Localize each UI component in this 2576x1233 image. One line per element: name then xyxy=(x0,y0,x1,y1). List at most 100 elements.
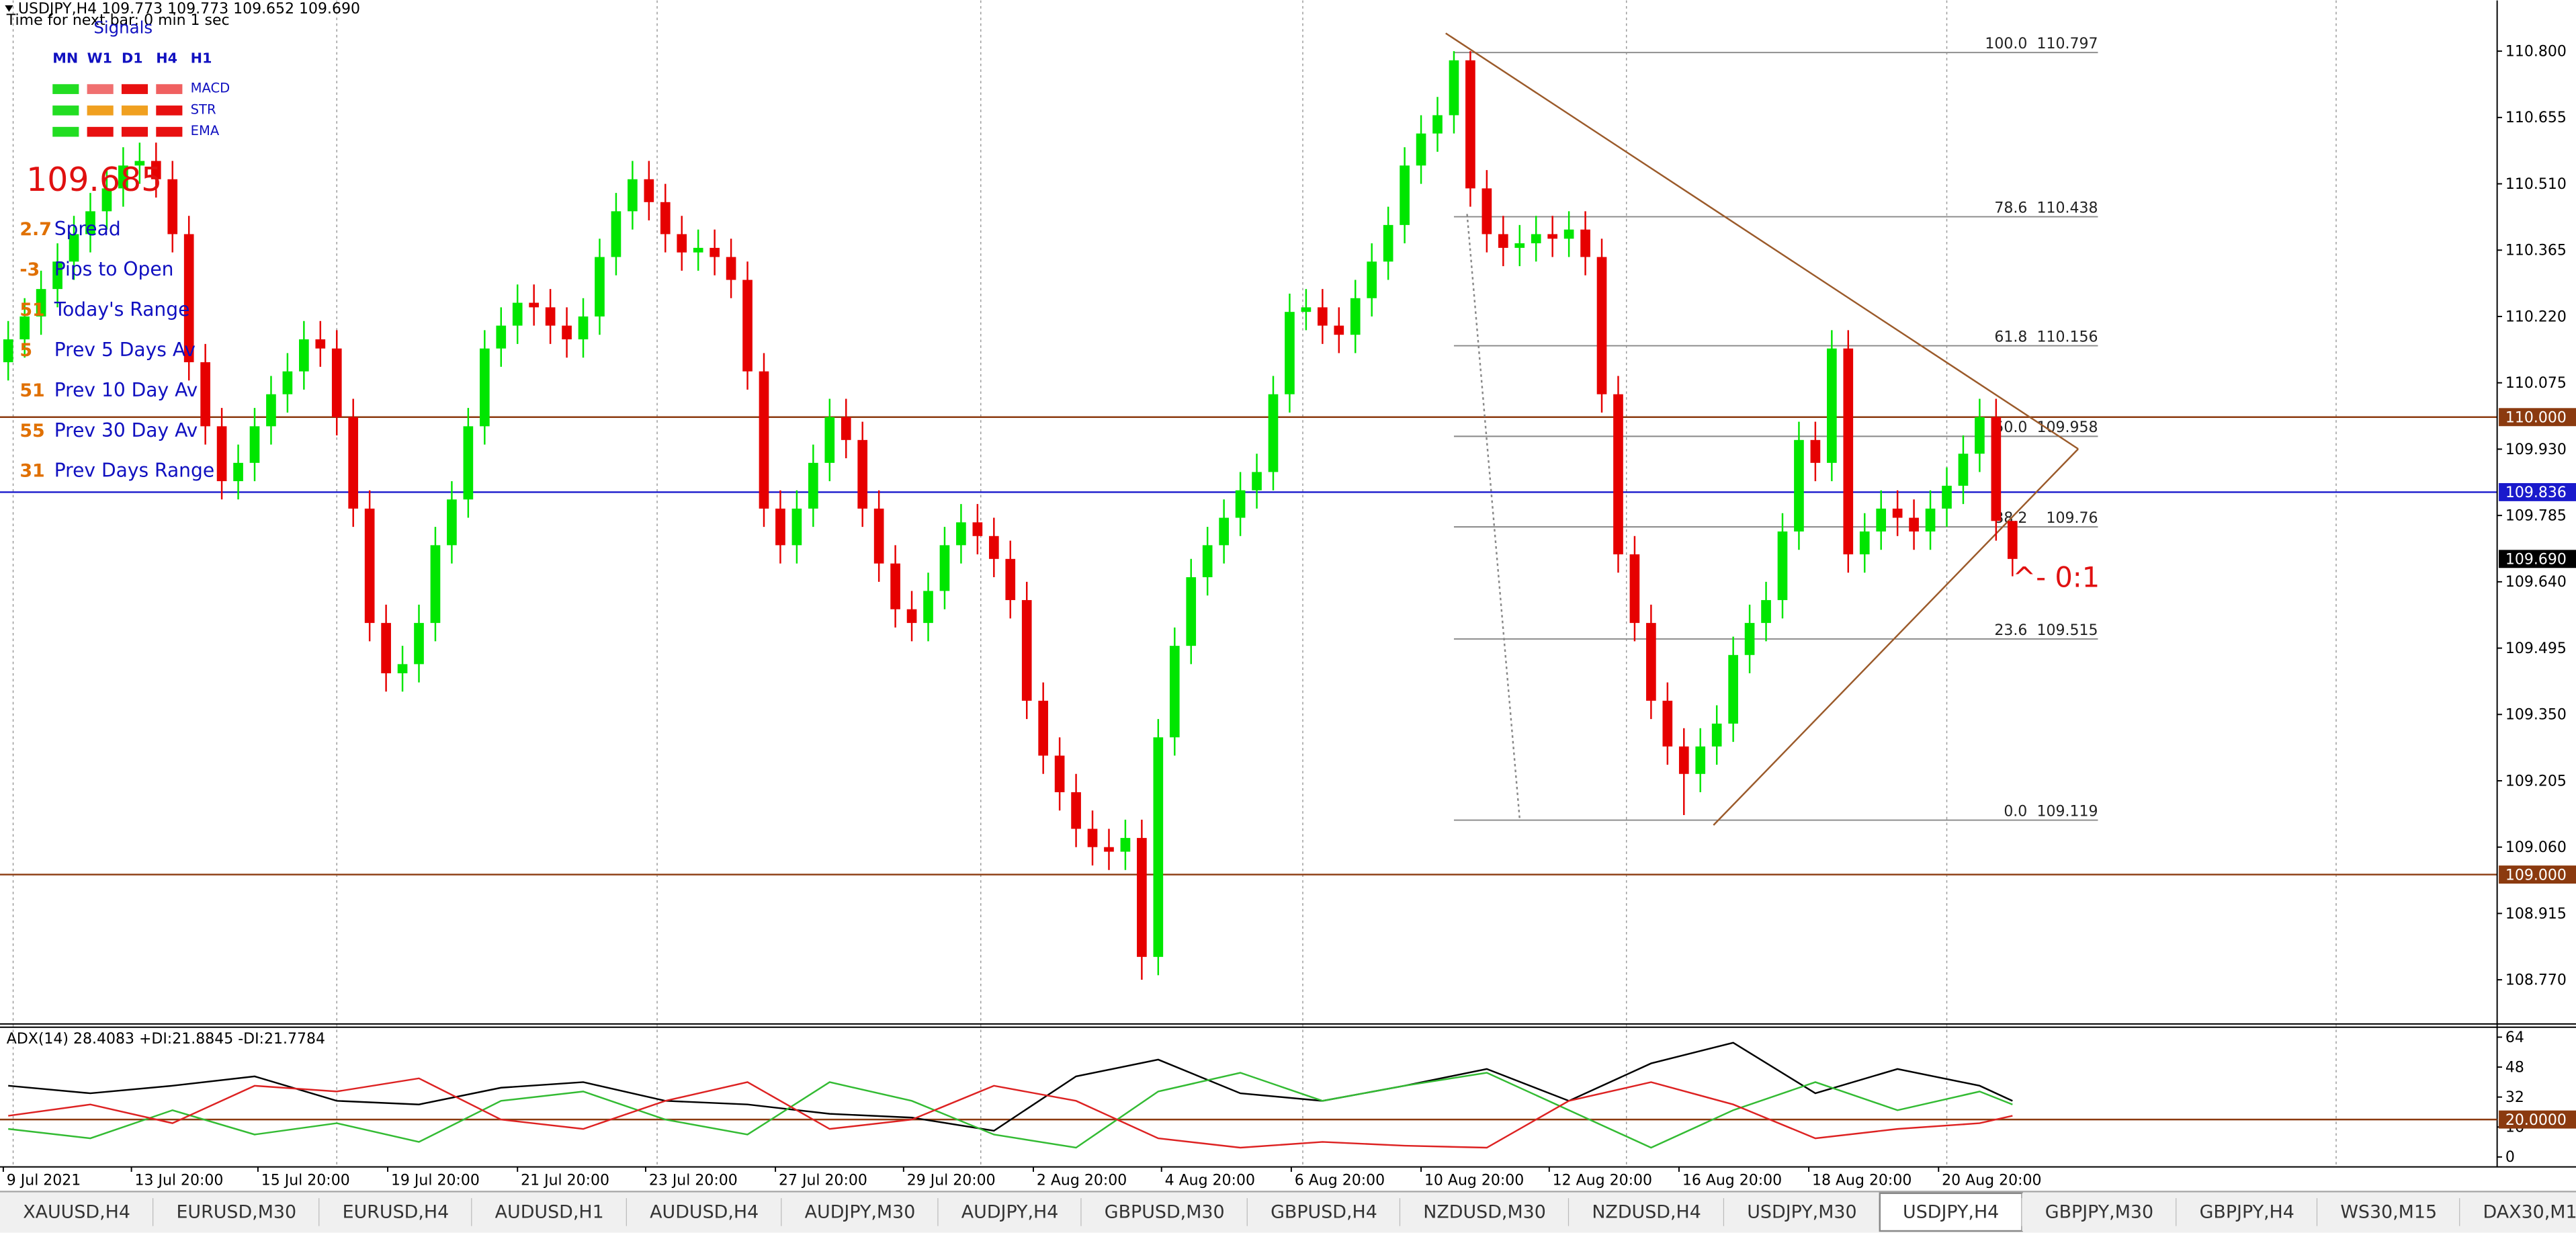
tab-bg[interactable] xyxy=(938,1193,1082,1231)
tab-label[interactable]: AUDUSD,H1 xyxy=(495,1201,604,1222)
tab-bg[interactable] xyxy=(472,1193,627,1231)
tab-label[interactable]: GBPUSD,H4 xyxy=(1271,1201,1377,1222)
candle-body xyxy=(1087,828,1098,847)
tab[interactable]: AUDUSD,H1 xyxy=(472,1193,628,1231)
tab[interactable]: WS30,M15 xyxy=(2317,1193,2461,1231)
bar-timer: Time for next bar: 0 min 1 sec xyxy=(6,12,230,29)
candle-body xyxy=(742,280,753,372)
tab-bg[interactable] xyxy=(2317,1193,2460,1231)
tab-bg[interactable] xyxy=(1569,1193,1725,1231)
signal-block xyxy=(87,105,114,116)
y-tick-label: 109.205 xyxy=(2505,773,2567,790)
candle-body xyxy=(1071,792,1081,829)
candle-body xyxy=(1169,646,1180,738)
y-tick-label: 109.930 xyxy=(2505,441,2567,458)
level-tag-label: 109.690 xyxy=(2505,552,2567,568)
tab[interactable]: GBPJPY,H4 xyxy=(2176,1193,2319,1231)
tab[interactable]: NZDUSD,H4 xyxy=(1569,1193,1725,1231)
tab-bg[interactable] xyxy=(0,1193,154,1231)
fib-price: 110.156 xyxy=(2036,329,2098,345)
tab-label[interactable]: NZDUSD,M30 xyxy=(1423,1201,1546,1222)
tab-bg[interactable] xyxy=(2460,1193,2576,1231)
tab-bg[interactable] xyxy=(1247,1193,1401,1231)
y-tick-label: 109.785 xyxy=(2505,507,2567,524)
candle-body xyxy=(906,609,917,624)
candle-body xyxy=(988,536,999,559)
candle-body xyxy=(1005,558,1016,601)
tab-label[interactable]: DAX30,M15 xyxy=(2483,1201,2576,1222)
tab-bg[interactable] xyxy=(2176,1193,2318,1231)
candle-body xyxy=(331,348,342,417)
y-tick-label: 110.365 xyxy=(2505,243,2567,259)
adx-panel: ADX(14) 28.4083 +DI:21.8845 -DI:21.7784 xyxy=(0,1031,2497,1149)
tab-bg[interactable] xyxy=(1400,1193,1570,1231)
y-tick-label: 109.060 xyxy=(2505,839,2567,856)
tab[interactable]: AUDUSD,H4 xyxy=(626,1193,783,1231)
x-tick-label: 6 Aug 20:00 xyxy=(1295,1173,1385,1189)
tab[interactable]: AUDJPY,M30 xyxy=(781,1193,939,1231)
tab[interactable]: GBPJPY,M30 xyxy=(2022,1193,2178,1231)
tab-label[interactable]: AUDJPY,H4 xyxy=(961,1201,1059,1222)
info-label: Prev 30 Day Av xyxy=(54,419,198,441)
tab[interactable]: NZDUSD,M30 xyxy=(1400,1193,1570,1231)
axes: 110.800 110.655 110.510 110.365 110.220 110.0… xyxy=(2,43,2576,1189)
candle-body xyxy=(1350,298,1361,335)
tab[interactable]: EURUSD,M30 xyxy=(153,1193,320,1231)
tab[interactable]: USDJPY,H4 xyxy=(1879,1192,2023,1232)
candle-body xyxy=(364,508,375,624)
tab-label[interactable]: EURUSD,H4 xyxy=(343,1201,449,1222)
candle-body xyxy=(1580,229,1590,257)
tab-label[interactable]: XAUUSD,H4 xyxy=(23,1201,130,1222)
fib-price: 110.438 xyxy=(2036,200,2098,216)
level-tag-label: 109.836 xyxy=(2505,484,2567,501)
tab-bg[interactable] xyxy=(153,1193,320,1231)
candle-body xyxy=(1777,531,1788,601)
tab-label[interactable]: AUDJPY,M30 xyxy=(805,1201,916,1222)
candle-body xyxy=(1432,115,1443,134)
tab[interactable]: XAUUSD,H4 xyxy=(0,1193,155,1231)
candle-body xyxy=(1728,654,1738,724)
info-value: -3 xyxy=(19,259,40,280)
x-tick-label: 13 Jul 20:00 xyxy=(135,1173,224,1189)
x-tick-label: 9 Jul 2021 xyxy=(7,1173,81,1189)
tab[interactable]: USDJPY,M30 xyxy=(1724,1193,1881,1231)
tab-bg[interactable] xyxy=(1724,1193,1880,1231)
signal-blocks xyxy=(52,84,183,137)
tab-bg[interactable] xyxy=(1081,1193,1248,1231)
tab-label[interactable]: USDJPY,H4 xyxy=(1903,1201,1999,1222)
tab-bg[interactable] xyxy=(319,1193,472,1231)
tab-label[interactable]: GBPJPY,H4 xyxy=(2200,1201,2294,1222)
y-tick-label: 109.495 xyxy=(2505,640,2567,657)
x-tick-label: 29 Jul 20:00 xyxy=(907,1173,996,1189)
tab-label[interactable]: NZDUSD,H4 xyxy=(1592,1201,1701,1222)
tab[interactable]: EURUSD,H4 xyxy=(319,1193,473,1231)
x-tick-label: 21 Jul 20:00 xyxy=(521,1173,609,1189)
tab[interactable]: DAX30,M15 xyxy=(2460,1193,2576,1231)
tab-bg[interactable] xyxy=(2022,1193,2177,1231)
candle-body xyxy=(1153,737,1164,958)
candle-body xyxy=(1104,847,1114,852)
signal-row-label: STR xyxy=(191,101,216,117)
candle-body xyxy=(611,211,621,257)
tab-label[interactable]: GBPUSD,M30 xyxy=(1105,1201,1225,1222)
candle-body xyxy=(101,188,112,212)
fib-price: 110.797 xyxy=(2036,36,2098,52)
tab[interactable]: GBPUSD,H4 xyxy=(1247,1193,1402,1231)
candle-body xyxy=(1465,60,1475,189)
tab-label[interactable]: EURUSD,M30 xyxy=(176,1201,296,1222)
tab[interactable]: AUDJPY,H4 xyxy=(938,1193,1082,1231)
candle-body xyxy=(1021,600,1032,701)
candle-body xyxy=(1137,838,1147,958)
tab[interactable]: GBPUSD,M30 xyxy=(1081,1193,1249,1231)
y-tick-label: 110.655 xyxy=(2505,110,2567,126)
tab-label[interactable]: GBPJPY,M30 xyxy=(2045,1201,2153,1222)
collapse-icon[interactable] xyxy=(5,5,13,12)
candle-body xyxy=(1744,623,1755,655)
tab-label[interactable]: USDJPY,M30 xyxy=(1747,1201,1856,1222)
tab-label[interactable]: WS30,M15 xyxy=(2340,1201,2437,1222)
tab-label[interactable]: AUDUSD,H4 xyxy=(650,1201,759,1222)
tab-bg[interactable] xyxy=(781,1193,939,1231)
signal-block xyxy=(121,105,148,116)
level-tag-label: 109.000 xyxy=(2505,867,2567,884)
tab-bg[interactable] xyxy=(626,1193,782,1231)
